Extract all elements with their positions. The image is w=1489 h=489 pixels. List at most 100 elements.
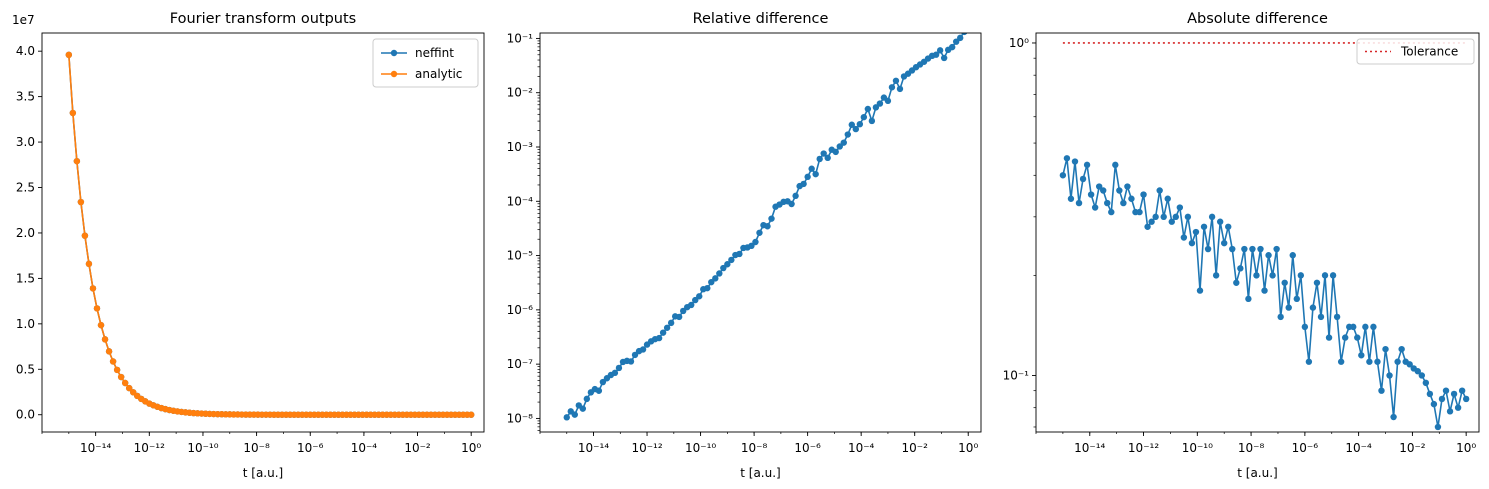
x-tick-label: 10⁻¹⁴: [80, 441, 111, 455]
legend-label: analytic: [415, 67, 462, 81]
axes-frame: [41, 32, 485, 433]
analytic-series-point: [81, 232, 89, 239]
x-tick-label: 10⁻¹²: [134, 441, 165, 455]
chart-panel-2: Relative difference t [a.u.] 10⁻¹⁴ 10⁻¹² 10⁻…: [507, 11, 982, 480]
plot-area: [1059, 42, 1470, 431]
relative-difference-series-point: [792, 192, 799, 200]
absolute-difference-series-point: [1350, 323, 1357, 331]
relative-difference-series-point: [884, 97, 892, 105]
absolute-difference-series-point: [1430, 400, 1438, 408]
relative-difference-series-point: [579, 405, 587, 412]
absolute-difference-series-point: [1229, 245, 1236, 253]
analytic-series-point: [93, 305, 101, 312]
relative-difference-series-point: [659, 329, 667, 336]
y-tick-label: 10⁻⁷: [507, 357, 534, 371]
y-tick-label: 10⁻²: [507, 86, 534, 100]
absolute-difference-series-point: [1422, 379, 1430, 387]
relative-difference-series-point: [627, 358, 635, 365]
absolute-difference-series-point: [1104, 199, 1111, 207]
relative-difference-series-point: [704, 284, 711, 292]
x-tick-label: 10⁻²: [901, 441, 928, 455]
relative-difference-series-point: [836, 143, 843, 150]
absolute-difference-series-point: [1329, 272, 1337, 279]
absolute-difference-series-point: [1414, 368, 1421, 375]
absolute-difference-series-point: [1398, 345, 1405, 353]
relative-difference-series-point: [800, 180, 807, 188]
x-tick-label: 10⁻⁴: [1345, 441, 1372, 455]
relative-difference-series-point: [708, 278, 715, 286]
relative-difference-series-point: [716, 270, 723, 277]
x-tick-label: 10⁻¹⁰: [1182, 441, 1213, 455]
legend: Tolerance: [1356, 38, 1475, 65]
x-tick-label: 10⁻⁸: [1238, 441, 1265, 455]
relative-difference-series-point: [663, 324, 671, 331]
absolute-difference-series-point: [1225, 223, 1232, 230]
absolute-difference-series-point: [1188, 239, 1196, 247]
y-tick-label: 10⁰: [1009, 36, 1029, 50]
relative-difference-series-point: [764, 223, 771, 230]
x-tick-label: 10⁻¹²: [1128, 441, 1159, 455]
relative-difference-series-point: [768, 215, 775, 222]
absolute-difference-series-point: [1140, 191, 1147, 198]
plot-area: [563, 33, 968, 421]
absolute-difference-series-point: [1378, 387, 1385, 394]
relative-difference-series-point: [639, 346, 647, 353]
relative-difference-series-point: [808, 165, 815, 172]
chart-title: Fourier transform outputs: [170, 11, 356, 27]
analytic-series-point: [77, 198, 85, 206]
analytic-series-point: [85, 260, 93, 268]
absolute-difference-series-point: [1245, 295, 1252, 303]
y-tick-label: 10⁻³: [507, 140, 534, 154]
absolute-difference-series-point: [1168, 218, 1175, 225]
absolute-difference-series-point: [1249, 245, 1256, 253]
absolute-difference-series-point: [1418, 372, 1426, 379]
absolute-difference-series-point: [1067, 195, 1075, 202]
absolute-difference-series-point: [1337, 358, 1345, 365]
absolute-difference-series-point: [1285, 304, 1292, 311]
y-offset-text: 1e7: [12, 13, 35, 27]
absolute-difference-series-point: [1180, 234, 1188, 241]
absolute-difference-series-point: [1091, 204, 1099, 211]
relative-difference-series-point: [816, 155, 823, 163]
relative-difference-series-point: [611, 369, 619, 377]
absolute-difference-series-point: [1124, 183, 1131, 190]
relative-difference-series-point: [631, 351, 639, 359]
absolute-difference-series-point: [1366, 358, 1373, 365]
absolute-difference-series-point: [1273, 245, 1280, 253]
absolute-difference-series-point: [1446, 408, 1454, 415]
absolute-difference-series-point: [1156, 187, 1163, 194]
absolute-difference-series-point: [1216, 218, 1224, 225]
absolute-difference-series-point: [1386, 372, 1393, 379]
absolute-difference-series-point: [1148, 218, 1155, 225]
axes-frame: [1035, 32, 1480, 433]
absolute-difference-series-point: [1458, 387, 1466, 394]
y-tick-label: 1.5: [16, 271, 35, 285]
x-tick-label: 10⁻⁴: [351, 441, 378, 455]
absolute-difference-series-point: [1221, 239, 1228, 247]
absolute-difference-series-point: [1075, 199, 1083, 207]
absolute-difference-series-point: [1253, 272, 1260, 279]
analytic-series-point: [109, 358, 117, 365]
absolute-difference-series-point: [1164, 195, 1171, 202]
analytic-series-point: [73, 157, 81, 165]
legend-box: [372, 38, 479, 88]
relative-difference-series-point: [583, 395, 591, 403]
y-tick-label: 2.5: [16, 181, 35, 195]
x-axis-label: t [a.u.]: [1237, 466, 1277, 480]
absolute-difference-series-point: [1426, 390, 1434, 398]
absolute-difference-series-point: [1333, 313, 1341, 321]
plot-area: [65, 51, 475, 418]
y-tick-label: 2.0: [16, 226, 35, 240]
relative-difference-series-point: [728, 256, 735, 264]
y-tick-label: 10⁻⁸: [507, 411, 534, 425]
relative-difference-series-point: [940, 54, 948, 62]
y-tick-label: 0.5: [16, 362, 35, 376]
absolute-difference-series-point: [1374, 358, 1381, 365]
chart-title: Absolute difference: [1187, 11, 1328, 27]
relative-difference-series-point: [840, 139, 847, 146]
axes-frame: [539, 32, 982, 433]
relative-difference-series-point: [872, 104, 880, 111]
absolute-difference-series-point: [1152, 213, 1159, 221]
analytic-series-point: [468, 411, 475, 418]
